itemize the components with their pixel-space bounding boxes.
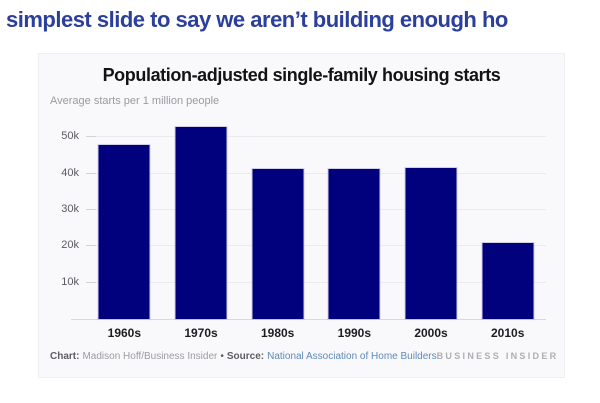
chart-card: Population-adjusted single-family housin… bbox=[38, 53, 565, 378]
chart-credit-value: Madison Hoff/Business Insider bbox=[82, 351, 218, 362]
gridline-10k bbox=[86, 281, 546, 283]
plot-area: 1960s 1970s 1980s 1990s 2000s 2010s bbox=[71, 121, 546, 340]
bar-1980s bbox=[252, 169, 304, 319]
y-axis-tick-label: 30k bbox=[61, 203, 79, 216]
bar-slot-2010s: 2010s bbox=[469, 121, 546, 340]
source-label: Source: bbox=[226, 351, 265, 362]
x-axis-label-2000s: 2000s bbox=[414, 326, 448, 340]
gridline-50k bbox=[86, 136, 546, 138]
x-axis-label-1980s: 1980s bbox=[260, 326, 295, 340]
bar-2010s bbox=[482, 243, 534, 319]
chart-credit-label: Chart: bbox=[50, 351, 80, 362]
x-axis-label-1960s: 1960s bbox=[107, 326, 142, 340]
bar-slot-1970s: 1970s bbox=[163, 121, 240, 340]
bar-1960s bbox=[98, 144, 150, 319]
bar-slot-1960s: 1960s bbox=[86, 121, 163, 340]
bar-2000s bbox=[405, 167, 457, 319]
bar-slot-2000s: 2000s bbox=[393, 121, 470, 340]
gridline-20k bbox=[86, 245, 546, 247]
source-link[interactable]: National Association of Home Builders bbox=[267, 351, 437, 362]
x-axis-label-1970s: 1970s bbox=[184, 326, 218, 340]
x-axis-label-2010s: 2010s bbox=[491, 326, 525, 340]
bar-chart-plot: 10k 20k 30k 40k 50k 1960s 1970s 1980s 1990s 2000… bbox=[39, 121, 546, 340]
chart-subtitle: Average starts per 1 million people bbox=[50, 95, 220, 107]
x-axis-line bbox=[71, 319, 546, 320]
y-axis-tick-label: 50k bbox=[61, 130, 79, 143]
bar-1970s bbox=[175, 126, 227, 319]
y-axis-tick-label: 10k bbox=[61, 275, 79, 288]
bars-container: 1960s 1970s 1980s 1990s 2000s 2010s bbox=[86, 121, 546, 340]
credit-separator: • bbox=[220, 351, 224, 362]
slide-headline: simplest slide to say we aren’t building… bbox=[6, 7, 508, 32]
bar-slot-1990s: 1990s bbox=[316, 121, 393, 340]
bar-1990s bbox=[328, 168, 380, 319]
chart-footer: Chart: Madison Hoff/Business Insider • Sour… bbox=[50, 351, 556, 362]
business-insider-logo: BUSINESS INSIDER bbox=[436, 351, 559, 361]
x-axis-label-1990s: 1990s bbox=[337, 326, 372, 340]
y-axis: 10k 20k 30k 40k 50k bbox=[39, 121, 86, 319]
y-axis-tick-label: 20k bbox=[61, 239, 79, 252]
y-axis-tick-label: 40k bbox=[61, 166, 79, 179]
credit-line: Chart: Madison Hoff/Business Insider • Sour… bbox=[50, 351, 437, 362]
gridline-40k bbox=[86, 172, 546, 174]
gridline-30k bbox=[86, 209, 546, 211]
bar-slot-1980s: 1980s bbox=[239, 121, 316, 340]
chart-title: Population-adjusted single-family housin… bbox=[102, 65, 501, 85]
